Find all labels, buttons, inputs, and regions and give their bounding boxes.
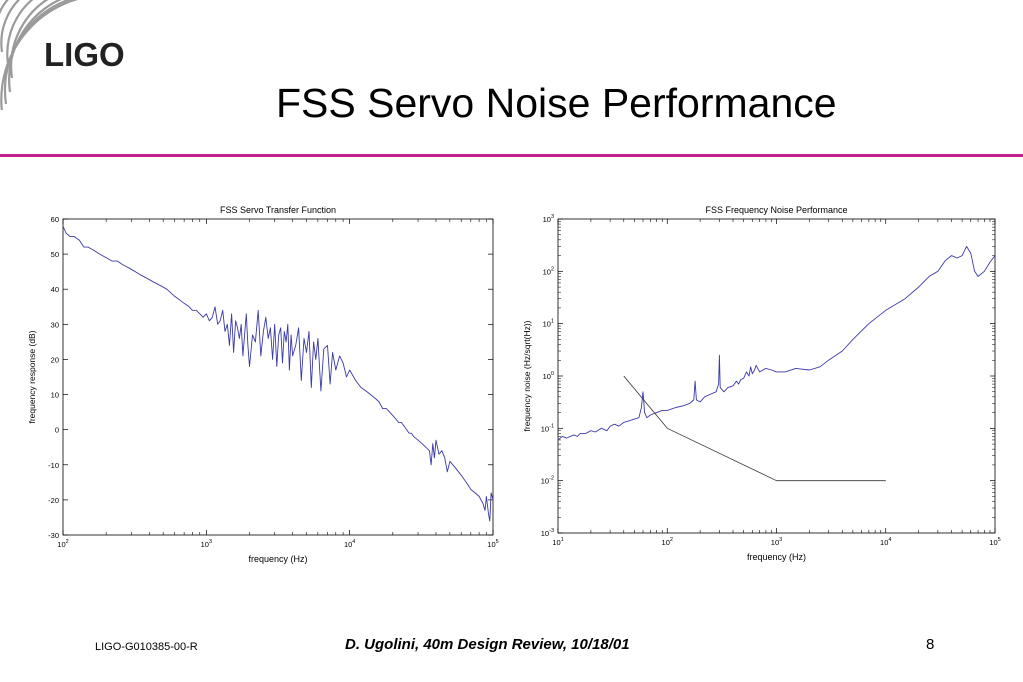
x-tick-label: 102 (57, 539, 68, 549)
ligo-logo-text: LIGO (44, 36, 125, 73)
y-tick-label: 40 (51, 285, 59, 294)
frequency-noise-performance-chart: FSS Frequency Noise Performance frequency… (522, 205, 1001, 562)
y-axis-label: frequency noise (Hz/sqrt(Hz)) (522, 320, 532, 431)
x-axis-label: frequency (Hz) (747, 552, 806, 562)
ligo-logo: LIGO (0, 0, 125, 110)
reference-line (623, 375, 886, 482)
x-tick-label: 105 (487, 539, 498, 549)
x-axis-label: frequency (Hz) (248, 554, 307, 564)
y-axis-label: frequency response (dB) (27, 330, 37, 423)
plot-frame (62, 218, 494, 536)
chart-title: FSS Servo Transfer Function (220, 205, 336, 215)
y-tick-label: 101 (543, 319, 554, 329)
y-tick-label: 102 (543, 266, 554, 276)
y-tick-label: 103 (543, 214, 554, 224)
page-number: 8 (926, 636, 935, 653)
x-tick-label: 103 (201, 539, 212, 549)
y-tick-label: 30 (51, 320, 59, 329)
y-tick-label: 100 (543, 371, 554, 381)
plot-frame (557, 218, 996, 534)
x-tick-label: 103 (771, 537, 782, 547)
data-trace-line (557, 245, 996, 441)
y-tick-label: 0 (55, 426, 59, 435)
x-tick-label: 105 (989, 537, 1000, 547)
y-tick-label: 60 (51, 215, 59, 224)
y-tick-label: -10 (48, 461, 59, 470)
y-tick-label: 20 (51, 355, 59, 364)
x-tick-label: 101 (552, 537, 563, 547)
title-divider (0, 154, 1023, 157)
servo-transfer-function-chart: FSS Servo Transfer Function frequency (Hz… (27, 205, 499, 564)
y-tick-label: 10-2 (541, 476, 554, 486)
y-tick-label: 10-1 (541, 423, 554, 433)
x-tick-label: 102 (662, 537, 673, 547)
slide-title: FSS Servo Noise Performance (276, 80, 837, 126)
y-tick-label: 10 (51, 391, 59, 400)
y-tick-label: 50 (51, 250, 59, 259)
x-tick-label: 104 (880, 537, 891, 547)
y-tick-label: -20 (48, 496, 59, 505)
chart-title: FSS Frequency Noise Performance (705, 205, 847, 215)
document-id: LIGO-G010385-00-R (95, 641, 198, 653)
y-tick-label: 10-3 (541, 528, 554, 538)
x-tick-label: 104 (344, 539, 355, 549)
footer-citation: D. Ugolini, 40m Design Review, 10/18/01 (345, 636, 630, 653)
y-tick-label: -30 (48, 531, 59, 540)
data-trace-line (62, 225, 494, 522)
